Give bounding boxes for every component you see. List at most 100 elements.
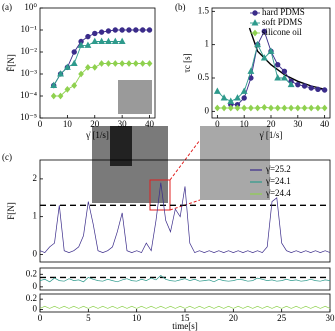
marker: [85, 33, 91, 40]
marker: [294, 104, 301, 112]
x-tick-label: 10: [63, 119, 73, 129]
plot-frame: [39, 267, 331, 291]
marker: [98, 37, 106, 45]
marker: [78, 70, 84, 78]
x-tick-label: 20: [90, 119, 100, 129]
series-line: [39, 275, 331, 283]
x-tick-label: 5: [86, 313, 91, 323]
legend-label: γ̇=25.2: [265, 164, 291, 174]
marker: [119, 27, 125, 33]
y-tick-label: 1: [205, 39, 210, 49]
x-axis-label: γ̇ [1/s]: [85, 130, 109, 140]
y-tick-label: 10⁻³: [21, 68, 38, 78]
marker: [84, 41, 92, 48]
marker: [85, 64, 91, 71]
marker: [112, 60, 119, 67]
marker: [301, 83, 308, 89]
marker: [126, 60, 132, 67]
x-axis-label: γ̇ [1/s]: [259, 130, 283, 140]
y-tick-label: 0: [33, 249, 38, 259]
marker: [281, 104, 288, 112]
plot-frame: [39, 159, 331, 263]
x-tick-label: 40: [145, 119, 155, 129]
marker: [214, 104, 221, 112]
photo-probe: [110, 126, 132, 166]
marker: [315, 86, 321, 93]
y-tick-label: 10⁻⁴: [20, 90, 37, 100]
marker: [111, 37, 119, 45]
marker: [287, 80, 295, 88]
marker: [241, 95, 247, 101]
marker: [112, 27, 118, 33]
marker: [261, 103, 268, 111]
x-tick-label: 15: [181, 313, 191, 323]
x-tick-label: 30: [293, 119, 303, 129]
marker: [247, 67, 255, 74]
marker: [118, 37, 126, 45]
marker: [98, 60, 105, 67]
y-tick-label: 10⁻⁵: [20, 112, 37, 122]
marker: [288, 104, 294, 112]
marker: [57, 92, 64, 100]
marker: [254, 40, 262, 48]
marker: [234, 104, 241, 112]
photo-zoom: [200, 126, 270, 200]
marker: [268, 104, 274, 112]
marker: [213, 87, 221, 94]
y-axis-label: F[N]: [6, 202, 16, 220]
y-tick-label: 2: [33, 173, 38, 183]
marker: [105, 28, 112, 34]
marker: [71, 49, 77, 55]
marker: [260, 54, 268, 61]
marker: [220, 94, 228, 101]
x-tick-label: 10: [240, 119, 250, 129]
marker: [308, 85, 314, 91]
marker: [241, 104, 248, 112]
y-tick-label: 10⁻²: [21, 46, 38, 56]
marker: [227, 97, 235, 104]
y-tick-label: 10⁻¹: [21, 24, 38, 34]
panel-label: (b): [175, 2, 186, 12]
series-line: [39, 305, 331, 309]
y-tick-label: 10⁰: [24, 2, 37, 12]
marker: [321, 104, 328, 112]
x-tick-label: 10: [132, 313, 142, 323]
x-tick-label: 0: [215, 119, 220, 129]
marker: [91, 37, 99, 45]
legend-label: hard PDMS: [262, 7, 305, 17]
marker: [146, 27, 153, 33]
marker: [280, 74, 288, 81]
x-tick-label: 25: [277, 313, 287, 323]
x-tick-label: 30: [118, 119, 128, 129]
x-tick-label: 30: [326, 313, 335, 323]
marker: [221, 104, 227, 112]
y-axis-label: τc [s]: [182, 53, 192, 72]
y-tick-label: 0.2: [26, 268, 37, 278]
x-tick-label: 0: [38, 313, 43, 323]
marker: [234, 94, 241, 101]
marker: [146, 60, 153, 67]
marker: [105, 60, 112, 67]
marker: [275, 61, 281, 68]
marker: [281, 68, 288, 75]
panel-label: (a): [2, 2, 12, 12]
legend-label: γ̇=24.4: [265, 188, 291, 198]
marker: [321, 87, 328, 93]
marker: [240, 87, 248, 94]
marker: [50, 81, 58, 89]
marker: [63, 63, 71, 70]
x-tick-label: 20: [229, 313, 239, 323]
marker: [315, 104, 321, 112]
marker: [252, 29, 258, 37]
zoom-box: [149, 179, 171, 211]
marker: [261, 28, 267, 35]
x-axis-label: time[s]: [172, 321, 198, 331]
legend-label: γ̇=24.1: [265, 176, 291, 186]
marker: [105, 37, 112, 45]
marker: [132, 60, 139, 67]
marker: [308, 104, 315, 112]
marker: [295, 81, 301, 88]
marker: [133, 27, 139, 33]
y-tick-label: 0: [205, 105, 210, 115]
legend-label: silicone oil: [262, 27, 302, 37]
